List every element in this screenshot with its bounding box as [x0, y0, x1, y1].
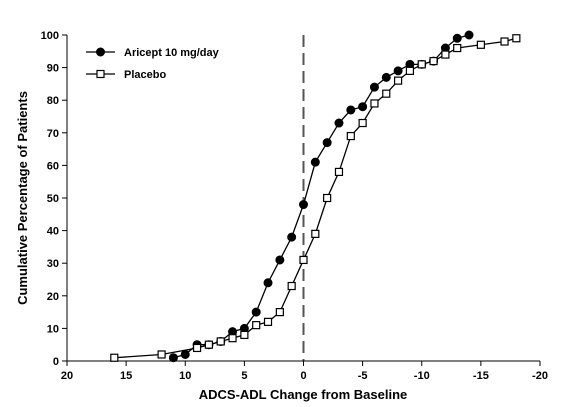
data-point [181, 350, 189, 358]
data-point [382, 73, 390, 81]
y-tick-label: 40 [47, 226, 59, 238]
x-tick-label: 20 [61, 370, 73, 382]
data-point [347, 106, 355, 114]
data-point [205, 341, 212, 348]
data-point [335, 119, 343, 127]
data-point [169, 354, 177, 362]
data-point [347, 133, 354, 140]
y-tick-label: 80 [47, 95, 59, 107]
y-tick-label: 50 [47, 193, 59, 205]
y-tick-label: 20 [47, 291, 59, 303]
legend-marker [97, 71, 104, 78]
data-point [276, 256, 284, 264]
data-point [383, 90, 390, 97]
x-axis-title: ADCS-ADL Change from Baseline [199, 387, 408, 402]
data-point [370, 83, 378, 91]
data-point [335, 168, 342, 175]
data-point [477, 41, 484, 48]
data-point [465, 31, 473, 39]
data-point [300, 256, 307, 263]
data-point [229, 335, 236, 342]
data-point [371, 100, 378, 107]
x-tick-label: -5 [358, 370, 368, 382]
data-point [324, 195, 331, 202]
data-point [394, 67, 402, 75]
data-point [453, 34, 461, 42]
data-point [252, 308, 260, 316]
data-point [288, 233, 296, 241]
data-point [430, 58, 437, 65]
data-point [158, 351, 165, 358]
data-point [359, 103, 367, 111]
data-point [276, 309, 283, 316]
data-point [513, 35, 520, 42]
data-point [442, 51, 449, 58]
y-tick-label: 90 [47, 63, 59, 75]
x-tick-label: 10 [179, 370, 191, 382]
data-point [311, 158, 319, 166]
data-point [194, 344, 201, 351]
x-tick-label: -15 [473, 370, 489, 382]
series-aricept [169, 31, 473, 362]
data-point [359, 120, 366, 127]
x-tick-label: -10 [414, 370, 430, 382]
y-tick-label: 100 [41, 30, 59, 42]
data-point [288, 283, 295, 290]
data-point [264, 279, 272, 287]
data-point [454, 45, 461, 52]
series-placebo [111, 35, 520, 361]
legend: Aricept 10 mg/day Placebo [86, 47, 220, 81]
data-point [418, 61, 425, 68]
x-tick-label: 0 [300, 370, 306, 382]
data-point [111, 354, 118, 361]
y-tick-label: 10 [47, 323, 59, 335]
legend-label: Aricept 10 mg/day [124, 47, 220, 59]
y-tick-label: 30 [47, 258, 59, 270]
data-point [300, 201, 308, 209]
series-line [114, 38, 516, 357]
x-tick-label: 5 [241, 370, 247, 382]
y-axis-title: Cumulative Percentage of Patients [15, 91, 30, 305]
data-point [312, 230, 319, 237]
data-point [323, 139, 331, 147]
data-point [265, 318, 272, 325]
data-point [395, 77, 402, 84]
data-point [241, 331, 248, 338]
y-tick-label: 60 [47, 160, 59, 172]
legend-label: Placebo [124, 69, 166, 81]
x-tick-label: 15 [120, 370, 132, 382]
y-tick-label: 0 [53, 356, 59, 368]
legend-marker [97, 48, 105, 56]
data-point [217, 338, 224, 345]
data-point [501, 38, 508, 45]
series-layer [111, 31, 520, 362]
y-tick-label: 70 [47, 128, 59, 140]
data-point [253, 322, 260, 329]
data-point [406, 67, 413, 74]
x-tick-label: -20 [532, 370, 548, 382]
series-line [173, 35, 469, 358]
